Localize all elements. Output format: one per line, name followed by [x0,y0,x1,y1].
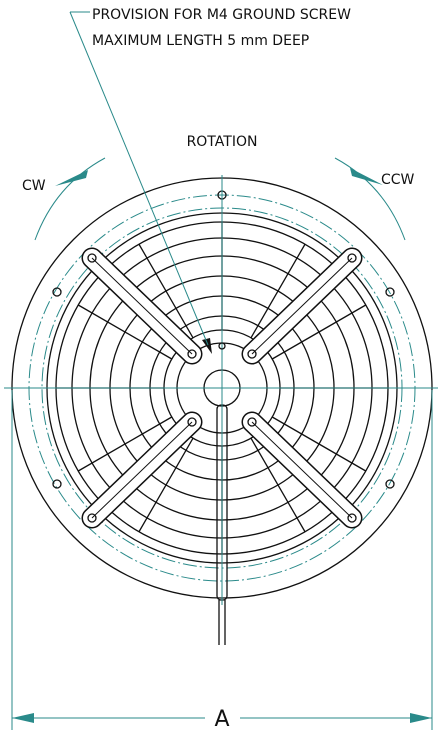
leader-arrow [202,338,212,354]
arm-slot [92,422,192,518]
mount-hole [53,480,61,488]
cw-label: CW [22,178,46,194]
arm-slot [92,258,192,354]
arm-slot [252,422,352,518]
cw-arc [35,158,105,240]
dimension-label: A [214,707,229,732]
drawing: PROVISION FOR M4 GROUND SCREW MAXIMUM LE… [0,0,438,737]
callout-line-2: MAXIMUM LENGTH 5 mm DEEP [92,33,309,49]
arm-slot [252,258,352,354]
rotation-label: ROTATION [187,134,258,150]
callout-line-1: PROVISION FOR M4 GROUND SCREW [92,7,351,23]
ccw-arc [335,158,405,240]
ccw-label: CCW [381,172,415,188]
